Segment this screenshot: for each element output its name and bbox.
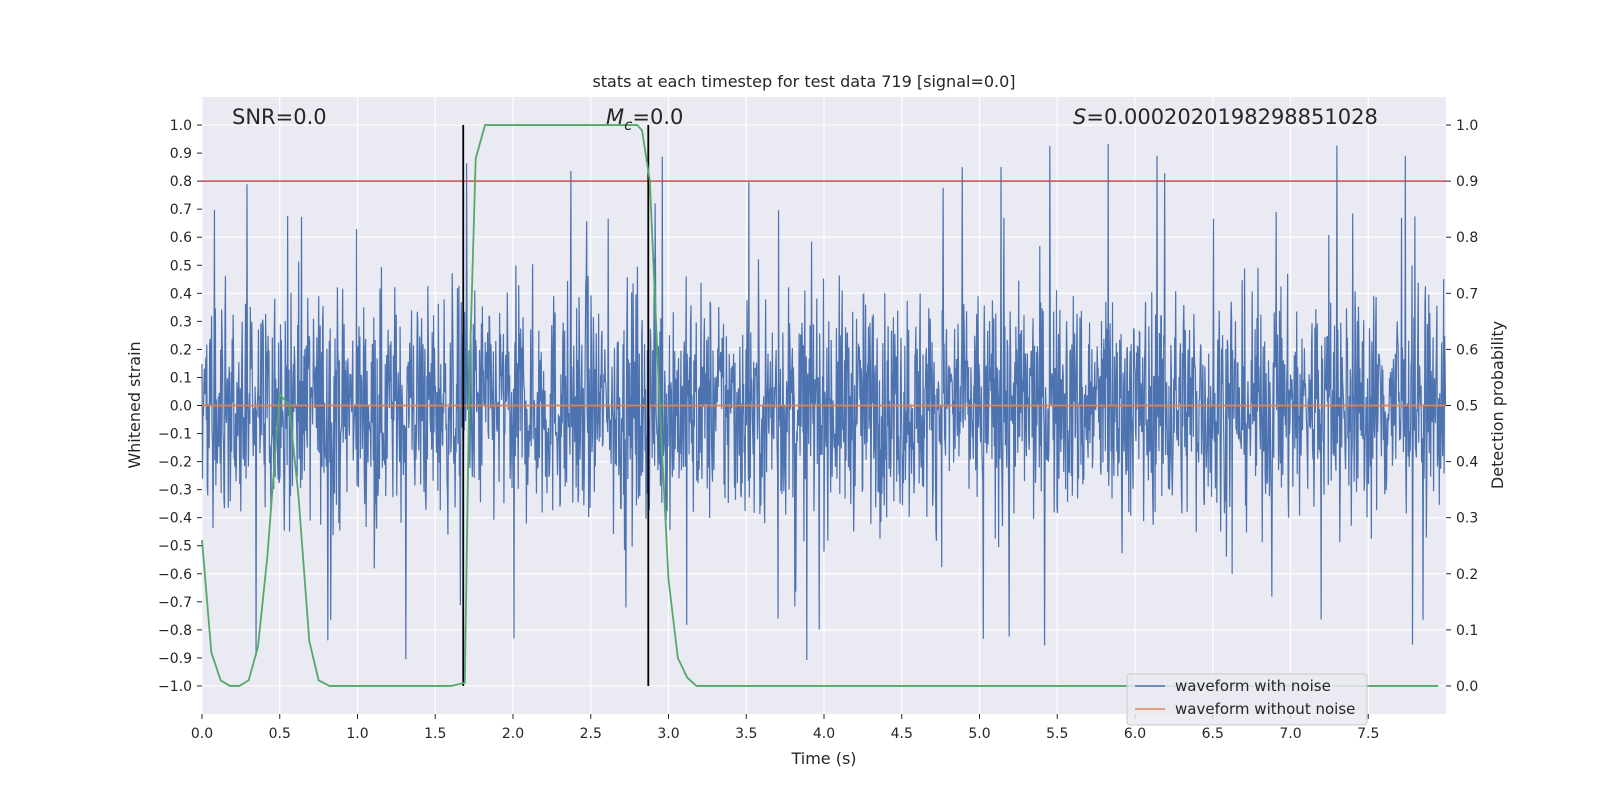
y-left-tick-label: 1.0 (170, 118, 192, 134)
annotation-score: S=0.0002020198298851028 (1073, 105, 1378, 129)
x-tick-label: 1.5 (424, 726, 446, 742)
x-tick-label: 2.0 (502, 726, 524, 742)
y-right-tick-label: 0.1 (1456, 623, 1478, 639)
x-tick-label: 0.0 (191, 726, 213, 742)
y-right-tick-label: 0.0 (1456, 679, 1478, 695)
x-tick-label: 3.0 (657, 726, 679, 742)
y-left-tick-label: 0.3 (170, 314, 192, 330)
annotation-chirp-mass: Mc=0.0 (606, 105, 683, 134)
y-axis-left-label: Whitened strain (125, 341, 144, 468)
y-left-tick-label: 0.2 (170, 342, 192, 358)
y-left-tick-label: −0.3 (158, 483, 192, 499)
y-right-tick-label: 0.9 (1456, 174, 1478, 190)
legend-label-noise: waveform with noise (1175, 677, 1331, 695)
x-tick-label: 4.0 (813, 726, 835, 742)
detection-probability-line (201, 124, 1439, 687)
y-left-tick-label: −1.0 (158, 679, 192, 695)
y-left-tick-label: −0.1 (158, 427, 192, 443)
annotation-chirp-mass-subscript: c (624, 116, 633, 134)
y-left-tick-label: 0.6 (170, 230, 192, 246)
legend-box (1126, 673, 1368, 726)
y-right-tick-label: 1.0 (1456, 118, 1478, 134)
x-tick-label: 6.0 (1124, 726, 1146, 742)
y-right-tick-label: 0.8 (1456, 230, 1478, 246)
y-right-tick-label: 0.7 (1456, 286, 1478, 302)
y-axis-right-ticks: 1.0 0.9 0.8 0.7 0.6 0.5 0.4 0.3 0.2 0.1 0.0 (1446, 118, 1478, 695)
y-left-tick-label: 0.9 (170, 146, 192, 162)
y-right-tick-label: 0.5 (1456, 399, 1478, 415)
x-tick-label: 0.5 (269, 726, 291, 742)
x-tick-label: 2.5 (580, 726, 602, 742)
x-tick-label: 7.5 (1357, 726, 1379, 742)
y-right-tick-label: 0.2 (1456, 567, 1478, 583)
annotation-chirp-mass-symbol: M (606, 105, 624, 129)
y-right-tick-label: 0.6 (1456, 342, 1478, 358)
x-axis-label: Time (s) (790, 749, 856, 768)
chart-title: stats at each timestep for test data 719… (592, 72, 1015, 91)
x-tick-label: 4.5 (891, 726, 913, 742)
x-tick-label: 7.0 (1279, 726, 1301, 742)
y-left-tick-label: −0.4 (158, 511, 192, 527)
y-left-tick-label: −0.8 (158, 623, 192, 639)
y-left-tick-label: 0.1 (170, 370, 192, 386)
y-right-tick-label: 0.3 (1456, 511, 1478, 527)
y-left-tick-label: 0.0 (170, 399, 192, 415)
annotation-score-symbol: S (1073, 105, 1086, 129)
y-axis-left-ticks: 1.0 0.9 0.8 0.7 0.6 0.5 0.4 0.3 0.2 0.1 0.0 −0.1 −0.… (158, 118, 202, 695)
x-tick-label: 5.0 (968, 726, 990, 742)
x-tick-label: 6.5 (1202, 726, 1224, 742)
y-right-tick-label: 0.4 (1456, 455, 1478, 471)
annotation-snr: SNR=0.0 (232, 105, 327, 129)
x-tick-label: 3.5 (735, 726, 757, 742)
y-left-tick-label: 0.5 (170, 258, 192, 274)
y-left-tick-label: −0.9 (158, 651, 192, 667)
x-tick-label: 5.5 (1046, 726, 1068, 742)
x-axis-ticks: 0.0 0.5 1.0 1.5 2.0 2.5 3.0 3.5 4.0 4.5 5.0 5.5 6.0 6… (191, 714, 1379, 742)
y-left-tick-label: −0.7 (158, 595, 192, 611)
annotation-chirp-mass-value: =0.0 (632, 105, 683, 129)
y-left-tick-label: 0.7 (170, 202, 192, 218)
y-left-tick-label: 0.8 (170, 174, 192, 190)
x-tick-label: 1.0 (346, 726, 368, 742)
y-axis-right-label: Detection probability (1488, 321, 1507, 489)
legend: waveform with noise waveform without noi… (1126, 673, 1368, 726)
y-left-tick-label: 0.4 (170, 286, 192, 302)
series-detection-probability (201, 124, 1439, 687)
y-left-tick-label: −0.6 (158, 567, 192, 583)
y-left-tick-label: −0.5 (158, 539, 192, 555)
annotation-score-value: =0.0002020198298851028 (1086, 105, 1378, 129)
vertical-markers (462, 125, 650, 686)
legend-label-clean: waveform without noise (1175, 700, 1355, 718)
y-left-tick-label: −0.2 (158, 455, 192, 471)
